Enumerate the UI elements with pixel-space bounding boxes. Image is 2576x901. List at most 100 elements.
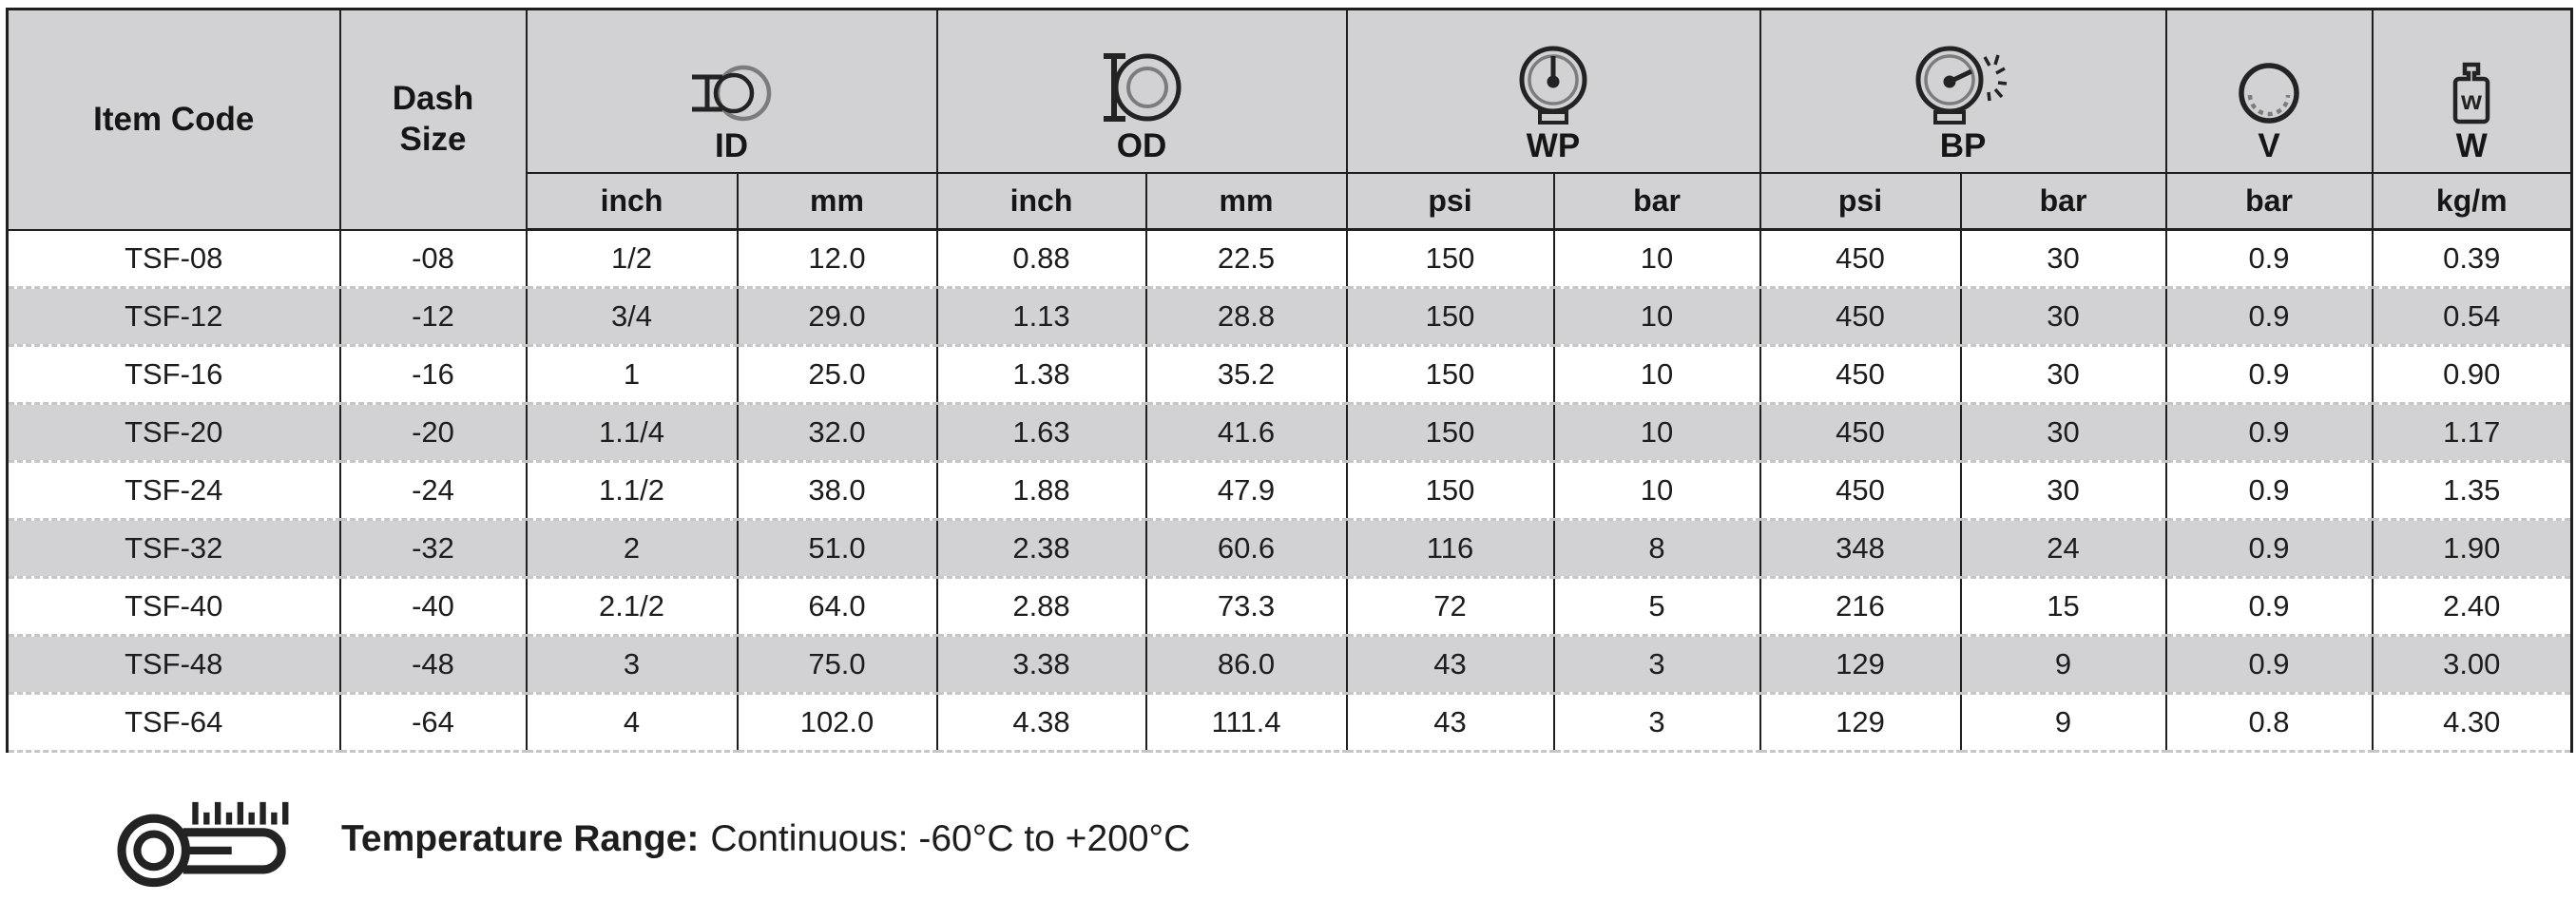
table-row: TSF-08 -08 1/2 12.0 0.88 22.5 150 10 450…: [6, 229, 2573, 289]
bp-psi-unit-header: psi: [1759, 171, 1962, 231]
temperature-range-label: Temperature Range:: [341, 818, 700, 859]
dash-size-cell: -48: [338, 635, 528, 695]
bp-psi-cell: 129: [1759, 635, 1962, 695]
id-mm-cell: 29.0: [736, 287, 938, 347]
table-row: TSF-20 -20 1.1/4 32.0 1.63 41.6 150 10 4…: [6, 403, 2573, 463]
bp-bar-cell: 9: [1959, 635, 2167, 695]
id-inch-unit-header: inch: [525, 171, 739, 231]
od-inch-cell: 1.38: [935, 345, 1147, 405]
item-code-cell: TSF-24: [6, 461, 341, 521]
table-row: TSF-24 -24 1.1/2 38.0 1.88 47.9 150 10 4…: [6, 461, 2573, 521]
id-mm-cell: 12.0: [736, 229, 938, 289]
od-inch-cell: 4.38: [935, 693, 1147, 753]
w-kgm-cell: 2.40: [2371, 577, 2573, 637]
dash-size-cell: -40: [338, 577, 528, 637]
table-row: TSF-16 -16 1 25.0 1.38 35.2 150 10 450 3…: [6, 345, 2573, 405]
v-bar-cell: 0.8: [2164, 693, 2374, 753]
vacuum-icon: [2239, 63, 2299, 124]
item-code-cell: TSF-16: [6, 345, 341, 405]
bp-bar-cell: 30: [1959, 287, 2167, 347]
wp-psi-cell: 43: [1345, 693, 1555, 753]
id-mm-cell: 64.0: [736, 577, 938, 637]
od-inch-unit-header: inch: [935, 171, 1147, 231]
wp-psi-cell: 116: [1345, 519, 1555, 579]
wp-psi-cell: 72: [1345, 577, 1555, 637]
inner-diameter-icon: [692, 65, 772, 121]
bp-bar-cell: 30: [1959, 345, 2167, 405]
v-bar-cell: 0.9: [2164, 287, 2374, 347]
od-mm-cell: 47.9: [1144, 461, 1348, 521]
id-inch-cell: 3/4: [525, 287, 739, 347]
temperature-range-value: Continuous: -60°C to +200°C: [710, 818, 1191, 859]
wp-bar-cell: 5: [1552, 577, 1761, 637]
wp-bar-cell: 10: [1552, 461, 1761, 521]
wp-bar-cell: 10: [1552, 229, 1761, 289]
item-code-cell: TSF-40: [6, 577, 341, 637]
wp-psi-cell: 150: [1345, 229, 1555, 289]
temperature-range-text: Temperature Range: Continuous: -60°C to +…: [341, 818, 1190, 860]
id-inch-cell: 2.1/2: [525, 577, 739, 637]
od-group-label: OD: [1116, 126, 1167, 164]
table-row: TSF-48 -48 3 75.0 3.38 86.0 43 3 129 9 0…: [6, 635, 2573, 695]
id-inch-cell: 4: [525, 693, 739, 753]
wp-bar-cell: 8: [1552, 519, 1761, 579]
v-bar-cell: 0.9: [2164, 345, 2374, 405]
burst-pressure-gauge-icon: [1915, 46, 2008, 125]
od-inch-cell: 1.88: [935, 461, 1147, 521]
bp-group-label: BP: [1939, 126, 1987, 164]
od-mm-unit-header: mm: [1144, 171, 1348, 231]
table-row: TSF-32 -32 2 51.0 2.38 60.6 116 8 348 24…: [6, 519, 2573, 579]
temperature-range-note: Temperature Range: Continuous: -60°C to +…: [112, 783, 1190, 895]
w-kgm-cell: 1.90: [2371, 519, 2573, 579]
item-code-cell: TSF-08: [6, 229, 341, 289]
bp-bar-cell: 9: [1959, 693, 2167, 753]
od-mm-cell: 41.6: [1144, 403, 1348, 463]
w-group-header: w W: [2371, 8, 2573, 174]
item-code-cell: TSF-20: [6, 403, 341, 463]
id-inch-cell: 1: [525, 345, 739, 405]
outer-diameter-icon: [1104, 52, 1182, 122]
weight-icon: w: [2453, 62, 2490, 124]
working-pressure-gauge-icon: [1519, 46, 1587, 125]
dash-size-cell: -16: [338, 345, 528, 405]
hose-spec-table: Item Code Dash Size ID: [6, 8, 2573, 753]
bp-psi-cell: 348: [1759, 519, 1962, 579]
od-mm-cell: 28.8: [1144, 287, 1348, 347]
bp-bar-cell: 15: [1959, 577, 2167, 637]
w-kgm-cell: 3.00: [2371, 635, 2573, 695]
bp-group-header: BP: [1759, 8, 2167, 174]
table-row: TSF-40 -40 2.1/2 64.0 2.88 73.3 72 5 216…: [6, 577, 2573, 637]
bp-bar-cell: 30: [1959, 403, 2167, 463]
id-group-label: ID: [715, 126, 748, 164]
v-bar-cell: 0.9: [2164, 403, 2374, 463]
wp-psi-cell: 150: [1345, 461, 1555, 521]
w-kgm-unit-header: kg/m: [2371, 171, 2573, 231]
id-mm-cell: 75.0: [736, 635, 938, 695]
item-code-cell: TSF-32: [6, 519, 341, 579]
table-body: TSF-08 -08 1/2 12.0 0.88 22.5 150 10 450…: [6, 229, 2573, 753]
wp-group-label: WP: [1526, 126, 1581, 164]
od-mm-cell: 60.6: [1144, 519, 1348, 579]
id-mm-unit-header: mm: [736, 171, 938, 231]
wp-bar-cell: 10: [1552, 403, 1761, 463]
wp-group-header: WP: [1345, 8, 1761, 174]
wp-bar-cell: 10: [1552, 345, 1761, 405]
item-code-header: Item Code: [6, 8, 341, 231]
bp-psi-cell: 450: [1759, 461, 1962, 521]
id-mm-cell: 25.0: [736, 345, 938, 405]
od-inch-cell: 3.38: [935, 635, 1147, 695]
v-bar-cell: 0.9: [2164, 461, 2374, 521]
bp-psi-cell: 129: [1759, 693, 1962, 753]
od-inch-cell: 0.88: [935, 229, 1147, 289]
od-mm-cell: 22.5: [1144, 229, 1348, 289]
svg-text:w: w: [2460, 86, 2482, 115]
w-kgm-cell: 0.54: [2371, 287, 2573, 347]
od-inch-cell: 2.88: [935, 577, 1147, 637]
dash-size-cell: -12: [338, 287, 528, 347]
dash-size-cell: -20: [338, 403, 528, 463]
wp-psi-unit-header: psi: [1345, 171, 1555, 231]
id-mm-cell: 102.0: [736, 693, 938, 753]
wp-psi-cell: 150: [1345, 403, 1555, 463]
bp-psi-cell: 450: [1759, 403, 1962, 463]
